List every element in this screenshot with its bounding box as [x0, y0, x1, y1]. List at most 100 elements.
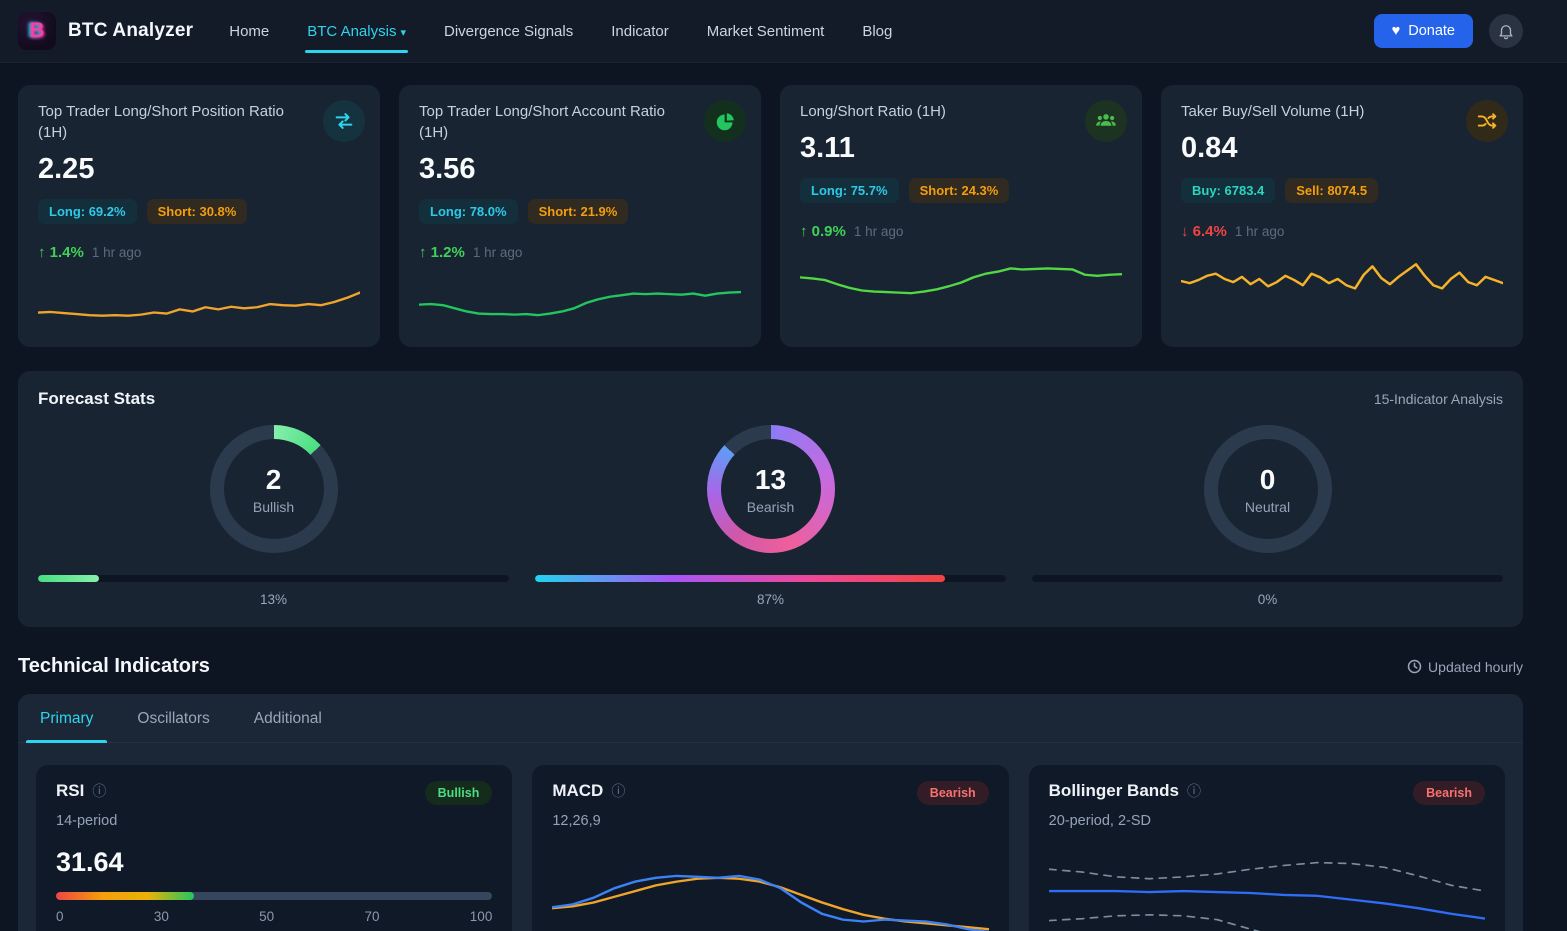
short-badge: Short: 30.8% — [146, 199, 248, 224]
bollinger-params: 20-period, 2-SD — [1048, 813, 1152, 829]
bullish-label: Bullish — [252, 498, 295, 515]
forecast-subtitle: 15-Indicator Analysis — [1373, 391, 1503, 407]
nav-item-indicator[interactable]: Indicator — [611, 22, 669, 40]
notifications-button[interactable] — [1489, 14, 1523, 48]
macd-title: MACD — [552, 781, 604, 800]
rsi-card: RSI ⓘ Bullish 14-period 31.64 0 30 50 70… — [36, 765, 513, 931]
tab-primary[interactable]: Primary — [25, 694, 108, 743]
change-time: 1 hr ago — [1234, 224, 1285, 239]
bullish-donut-chart: 2 Bullish — [209, 425, 338, 553]
macd-params: 12,26,9 — [552, 813, 601, 829]
sparkline-chart — [419, 290, 741, 317]
rsi-period: 14-period — [56, 813, 118, 829]
tab-oscillators[interactable]: Oscillators — [137, 710, 210, 727]
stat-value: 3.11 — [800, 132, 855, 164]
neutral-percent: 0% — [1257, 592, 1278, 607]
stat-title: Long/Short Ratio (1H) — [800, 103, 946, 120]
bollinger-bands-card: Bollinger Bands ⓘ Bearish 20-period, 2-S… — [1028, 765, 1505, 931]
stat-card-account-ratio: Top Trader Long/Short Account Ratio (1H)… — [399, 85, 761, 347]
bearish-donut-chart: 13 Bearish — [706, 425, 835, 553]
bollinger-chart — [1048, 861, 1485, 931]
technical-indicators-title: Technical Indicators — [18, 655, 210, 677]
exchange-icon — [323, 100, 365, 142]
info-icon[interactable]: ⓘ — [1187, 783, 1202, 799]
neutral-count: 0 — [1259, 463, 1276, 495]
change-up: ↑ 0.9% — [800, 223, 846, 240]
clock-icon — [1407, 659, 1422, 674]
brand-title: BTC Analyzer — [68, 20, 194, 41]
change-up: ↑ 1.4% — [38, 244, 84, 261]
stat-card-long-short-ratio: Long/Short Ratio (1H) 3.11 Long: 75.7% S… — [780, 85, 1142, 347]
nav-item-home[interactable]: Home — [229, 22, 270, 40]
change-up: ↑ 1.2% — [419, 244, 465, 261]
bearish-progress-track — [535, 575, 1006, 582]
arrow-up-icon: ↑ — [419, 244, 427, 261]
sparkline-chart — [38, 291, 360, 317]
bullish-progress-track — [38, 575, 509, 582]
nav-item-btc-analysis[interactable]: BTC Analysis ▾ — [305, 22, 408, 53]
change-time: 1 hr ago — [91, 245, 142, 260]
bearish-label: Bearish — [746, 498, 795, 515]
change-time: 1 hr ago — [472, 245, 523, 260]
pie-chart-icon — [704, 100, 746, 142]
bell-icon — [1499, 25, 1513, 40]
tab-additional[interactable]: Additional — [253, 710, 322, 727]
rsi-title: RSI — [56, 781, 85, 800]
bearish-count: 13 — [754, 463, 787, 495]
long-badge: Long: 78.0% — [419, 199, 518, 224]
top-nav: B BTC Analyzer Home BTC Analysis ▾ Diverg… — [0, 0, 1567, 63]
updated-hourly: Updated hourly — [1407, 659, 1523, 675]
macd-chart — [552, 874, 989, 931]
rsi-value: 31.64 — [56, 847, 124, 877]
chevron-down-icon: ▾ — [400, 26, 406, 39]
rsi-scale: 0 30 50 70 100 — [56, 909, 493, 924]
neutral-progress-track — [1032, 575, 1503, 582]
nav-item-divergence-signals[interactable]: Divergence Signals — [443, 22, 574, 40]
stat-value: 0.84 — [1181, 132, 1238, 164]
rsi-gauge-track — [56, 892, 493, 900]
stat-title: Taker Buy/Sell Volume (1H) — [1181, 103, 1365, 120]
shuffle-icon — [1466, 100, 1508, 142]
bullish-percent: 13% — [259, 592, 288, 607]
info-icon[interactable]: ⓘ — [92, 783, 107, 799]
stat-title: Top Trader Long/Short Account Ratio (1H) — [419, 103, 665, 141]
page-content: Top Trader Long/Short Position Ratio (1H… — [0, 63, 1567, 931]
nav-item-market-sentiment[interactable]: Market Sentiment — [706, 22, 825, 40]
status-badge: Bullish — [424, 781, 493, 805]
rsi-gauge-fill — [56, 892, 195, 900]
arrow-up-icon: ↑ — [38, 244, 46, 261]
stat-title: Top Trader Long/Short Position Ratio (1H… — [38, 103, 284, 141]
short-badge: Short: 21.9% — [527, 199, 629, 224]
sparkline-chart — [800, 267, 1122, 295]
bullish-gauge: 2 Bullish 13% — [38, 425, 509, 607]
btc-logo-icon: B — [18, 12, 56, 50]
heart-icon: ♥ — [1391, 23, 1401, 39]
long-badge: Long: 69.2% — [38, 199, 137, 224]
indicator-tabs: Primary Oscillators Additional — [18, 694, 1523, 743]
bullish-progress-fill — [38, 575, 100, 582]
long-badge: Long: 75.7% — [800, 178, 899, 203]
bearish-gauge: 13 Bearish 87% — [535, 425, 1006, 607]
change-down: ↓ 6.4% — [1181, 223, 1227, 240]
users-icon — [1085, 100, 1127, 142]
short-badge: Short: 24.3% — [908, 178, 1010, 203]
nav-item-blog[interactable]: Blog — [862, 22, 893, 40]
stat-card-taker-volume: Taker Buy/Sell Volume (1H) 0.84 Buy: 678… — [1161, 85, 1523, 347]
buy-badge: Buy: 6783.4 — [1181, 178, 1276, 203]
stat-card-grid: Top Trader Long/Short Position Ratio (1H… — [18, 85, 1523, 347]
bullish-count: 2 — [265, 463, 282, 495]
donate-button[interactable]: ♥ Donate — [1373, 14, 1473, 48]
macd-card: MACD ⓘ Bearish 12,26,9 — [532, 765, 1009, 931]
sparkline-chart — [1181, 263, 1503, 290]
status-badge: Bearish — [916, 781, 989, 805]
info-icon[interactable]: ⓘ — [611, 783, 626, 799]
stat-card-position-ratio: Top Trader Long/Short Position Ratio (1H… — [18, 85, 380, 347]
status-badge: Bearish — [1413, 781, 1485, 805]
stat-value: 3.56 — [419, 153, 476, 185]
arrow-down-icon: ↓ — [1181, 223, 1189, 240]
stat-value: 2.25 — [38, 153, 95, 185]
change-time: 1 hr ago — [853, 224, 904, 239]
neutral-label: Neutral — [1244, 498, 1291, 515]
technical-indicators-panel: Primary Oscillators Additional RSI ⓘ Bul… — [18, 694, 1523, 931]
forecast-stats-panel: Forecast Stats 15-Indicator Analysis 2 B… — [18, 371, 1523, 627]
